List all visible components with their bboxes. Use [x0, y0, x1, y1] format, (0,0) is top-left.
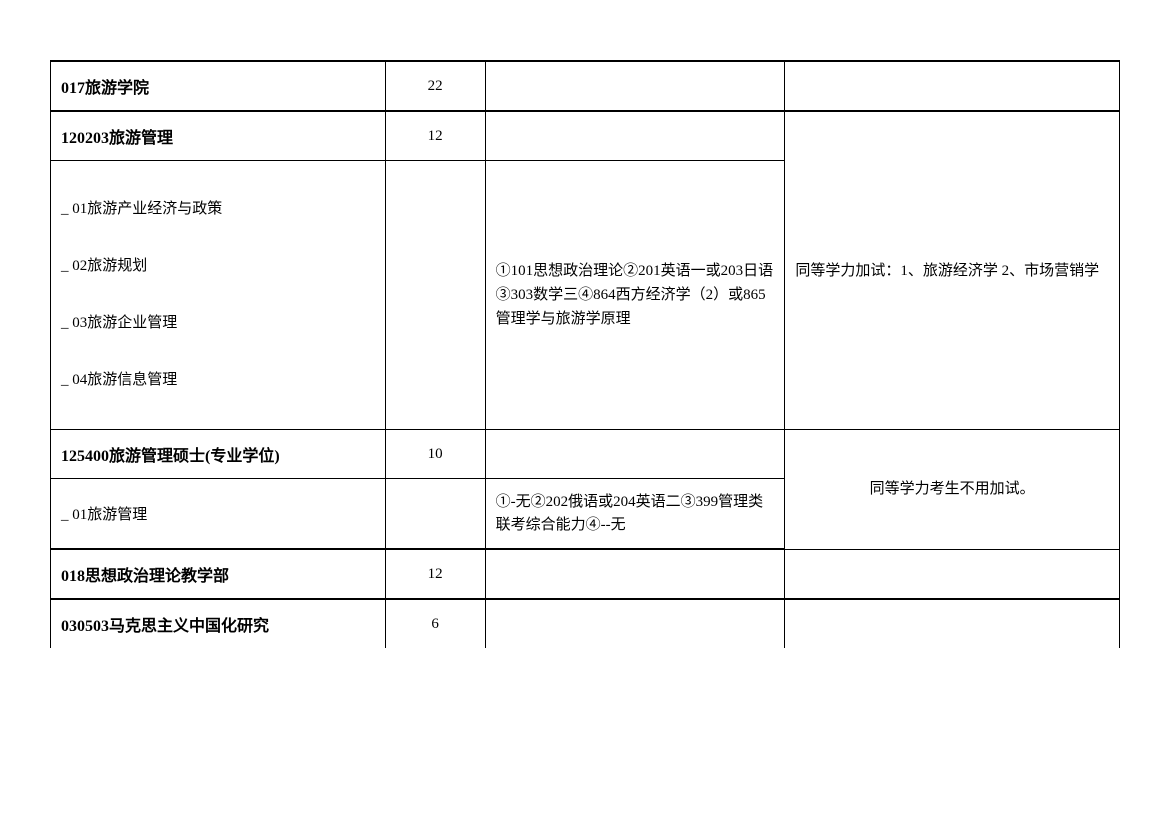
table-row: 018思想政治理论教学部 12 — [51, 549, 1120, 599]
major-label: 120203旅游管理 — [61, 130, 173, 147]
dept-header-cell: 017旅游学院 — [51, 61, 386, 111]
table-row: 017旅游学院 22 — [51, 61, 1120, 111]
count-value: 12 — [428, 128, 443, 144]
major-label: 125400旅游管理硕士(专业学位) — [61, 448, 280, 465]
remark-cell — [785, 599, 1120, 648]
dept-label: 018思想政治理论教学部 — [61, 568, 229, 585]
remark-cell — [785, 549, 1120, 599]
subjects-cell: ①101思想政治理论②201英语一或203日语③303数学三④864西方经济学（… — [485, 161, 785, 430]
subjects-cell — [485, 111, 785, 161]
direction-label: _ 01旅游管理 — [61, 507, 147, 523]
major-cell: 120203旅游管理 — [51, 111, 386, 161]
count-cell: 12 — [385, 111, 485, 161]
remark-cell — [785, 61, 1120, 111]
count-cell: 22 — [385, 61, 485, 111]
major-label: 030503马克思主义中国化研究 — [61, 618, 269, 635]
remark-cell: 同等学力考生不用加试。 — [785, 430, 1120, 550]
count-value: 22 — [428, 78, 443, 94]
count-value: 10 — [428, 446, 443, 462]
count-cell: 12 — [385, 549, 485, 599]
direction-item: _ 03旅游企业管理 — [61, 295, 375, 352]
direction-item: _ 02旅游规划 — [61, 238, 375, 295]
subjects-cell: ①-无②202俄语或204英语二③399管理类联考综合能力④--无 — [485, 479, 785, 550]
dept-label: 017旅游学院 — [61, 80, 149, 97]
subjects-cell — [485, 549, 785, 599]
table-row: 125400旅游管理硕士(专业学位) 10 同等学力考生不用加试。 — [51, 430, 1120, 479]
subjects-cell — [485, 61, 785, 111]
table-row: 120203旅游管理 12 同等学力加试：1、旅游经济学 2、市场营销学 — [51, 111, 1120, 161]
subjects-text: ①-无②202俄语或204英语二③399管理类联考综合能力④--无 — [496, 494, 764, 533]
count-cell — [385, 161, 485, 430]
count-cell: 6 — [385, 599, 485, 648]
subjects-cell — [485, 430, 785, 479]
program-table: 017旅游学院 22 120203旅游管理 12 同等学力加试：1、旅游经济学 … — [50, 60, 1120, 648]
table-row: 030503马克思主义中国化研究 6 — [51, 599, 1120, 648]
subjects-text: ①101思想政治理论②201英语一或203日语③303数学三④864西方经济学（… — [496, 263, 774, 327]
major-cell: 030503马克思主义中国化研究 — [51, 599, 386, 648]
remark-cell: 同等学力加试：1、旅游经济学 2、市场营销学 — [785, 111, 1120, 430]
direction-cell: _ 01旅游管理 — [51, 479, 386, 550]
count-cell: 10 — [385, 430, 485, 479]
remark-text: 同等学力考生不用加试。 — [870, 481, 1035, 497]
direction-item: _ 04旅游信息管理 — [61, 352, 375, 409]
directions-cell: _ 01旅游产业经济与政策 _ 02旅游规划 _ 03旅游企业管理 _ 04旅游… — [51, 161, 386, 430]
direction-item: _ 01旅游产业经济与政策 — [61, 181, 375, 238]
major-cell: 125400旅游管理硕士(专业学位) — [51, 430, 386, 479]
dept-header-cell: 018思想政治理论教学部 — [51, 549, 386, 599]
count-value: 6 — [431, 616, 439, 632]
count-cell — [385, 479, 485, 550]
count-value: 12 — [428, 566, 443, 582]
subjects-cell — [485, 599, 785, 648]
remark-text: 同等学力加试：1、旅游经济学 2、市场营销学 — [795, 263, 1099, 279]
